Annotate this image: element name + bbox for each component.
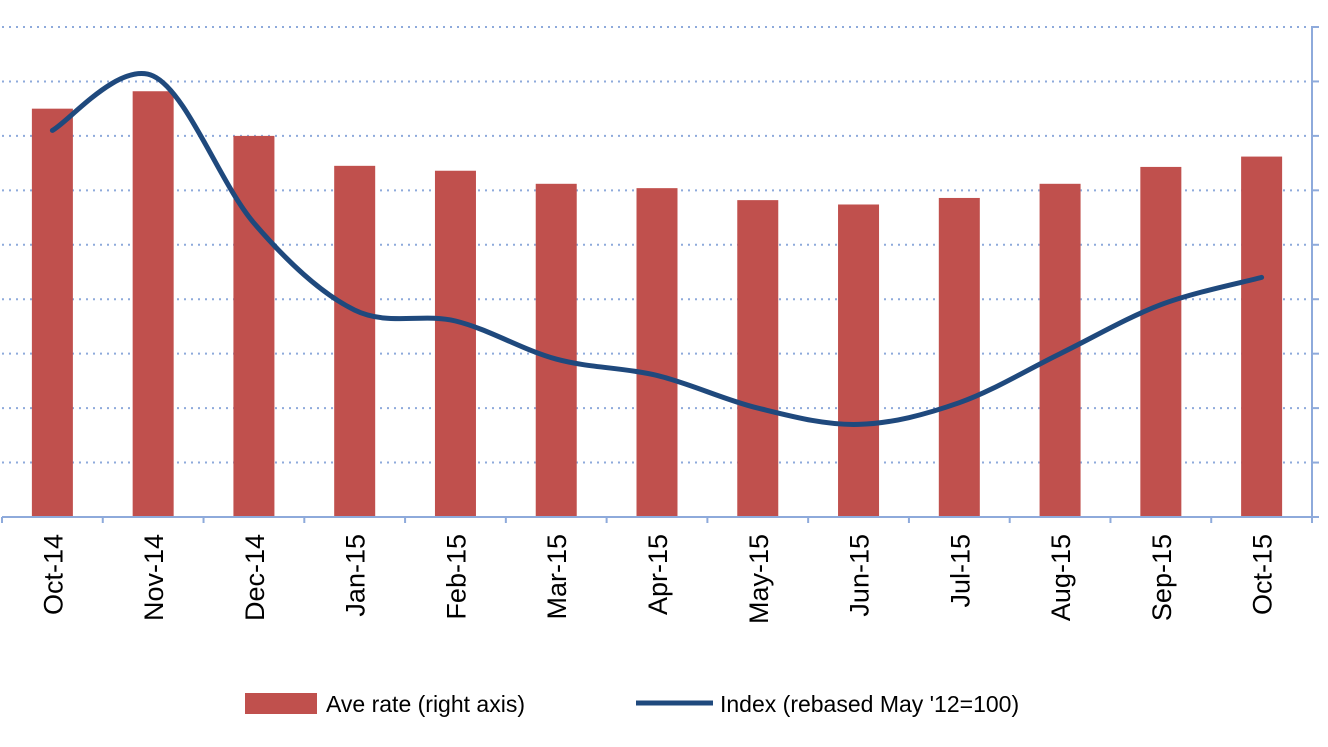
- bar-aug-15: [1039, 183, 1081, 518]
- x-tick-label-apr-15: Apr-15: [643, 534, 673, 615]
- legend: Ave rate (right axis) Index (rebased May…: [245, 691, 1019, 717]
- x-tick-label-oct-14: Oct-14: [38, 534, 68, 615]
- x-tick-label-mar-15: Mar-15: [542, 534, 572, 620]
- bar-oct-15: [1241, 156, 1283, 518]
- x-tick-label-feb-15: Feb-15: [441, 534, 471, 620]
- legend-swatch-ave-rate: [245, 693, 317, 714]
- index-line: [49, 71, 1265, 427]
- x-tick-labels: Oct-14 Nov-14 Dec-14 Jan-15 Feb-15 Mar-15 Apr-…: [38, 534, 1277, 624]
- legend-label-index: Index (rebased May '12=100): [720, 691, 1019, 717]
- x-tick-label-nov-14: Nov-14: [139, 534, 169, 621]
- gridlines: [2, 26, 1312, 464]
- legend-label-ave-rate: Ave rate (right axis): [326, 691, 525, 717]
- x-tick-label-dec-14: Dec-14: [240, 534, 270, 621]
- bar-apr-15: [636, 188, 678, 517]
- x-tick-label-oct-15: Oct-15: [1248, 534, 1278, 615]
- x-tick-label-aug-15: Aug-15: [1046, 534, 1076, 621]
- x-tick-label-may-15: May-15: [744, 534, 774, 624]
- x-tick-label-jan-15: Jan-15: [341, 534, 371, 617]
- x-tick-label-sep-15: Sep-15: [1147, 534, 1177, 621]
- axes: [1, 26, 1319, 523]
- bar-jul-15: [938, 197, 980, 517]
- x-tick-label-jul-15: Jul-15: [945, 534, 975, 608]
- bar-nov-14: [132, 91, 174, 517]
- bar-sep-15: [1140, 166, 1182, 517]
- bar-feb-15: [434, 170, 476, 517]
- bar-mar-15: [535, 183, 577, 518]
- bar-series: [31, 91, 1283, 518]
- line-series: [49, 71, 1265, 427]
- bar-may-15: [737, 200, 779, 517]
- bar-jan-15: [334, 165, 376, 518]
- x-tick-label-jun-15: Jun-15: [845, 534, 875, 617]
- bar-oct-14: [31, 108, 73, 518]
- bar-jun-15: [838, 204, 880, 517]
- bar-dec-14: [233, 135, 275, 517]
